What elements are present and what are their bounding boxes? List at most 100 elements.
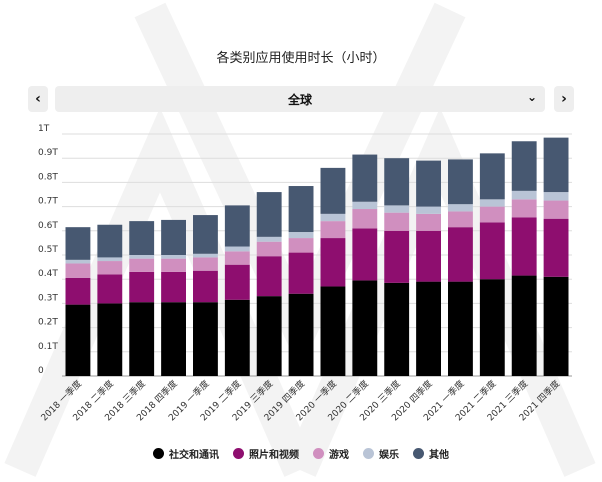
y-tick-label: 1T: [38, 124, 50, 134]
bar-segment: [224, 264, 250, 300]
region-dropdown[interactable]: 全球 ⌄: [55, 86, 545, 112]
legend-swatch: [233, 448, 244, 459]
bar-segment: [320, 286, 346, 376]
legend-label: 娱乐: [379, 450, 399, 461]
legend-swatch: [413, 448, 424, 459]
bar-segment: [543, 137, 569, 193]
legend-label: 其他: [429, 450, 449, 461]
chevron-right-icon: ›: [561, 91, 567, 107]
y-tick-label: 0.6T: [38, 221, 58, 231]
bar-segment: [511, 275, 537, 376]
legend-item[interactable]: 娱乐: [363, 446, 399, 461]
legend-item[interactable]: 社交和通讯: [153, 446, 219, 461]
bar-segment: [543, 276, 569, 376]
bar-segment: [384, 212, 410, 231]
y-tick-label: 0.9T: [38, 148, 58, 158]
bar-segment: [193, 215, 218, 254]
bar-segment: [511, 199, 537, 218]
bar-segment: [384, 282, 410, 376]
bar-segment: [224, 205, 250, 247]
bar-segment: [479, 279, 505, 376]
bar-segment: [543, 200, 569, 219]
bar-segment: [256, 241, 282, 257]
y-tick-label: 0.2T: [38, 318, 58, 328]
bar-segment: [320, 238, 346, 287]
bar-segment: [224, 299, 250, 376]
bar-segment: [448, 227, 473, 282]
prev-button[interactable]: ‹: [28, 86, 48, 112]
bar-segment: [193, 253, 218, 258]
bar-segment: [352, 228, 378, 281]
bar-segment: [288, 186, 314, 233]
bar-segment: [161, 255, 186, 259]
bar-segment: [224, 251, 250, 265]
bar-segment: [65, 227, 91, 260]
bar-segment: [511, 141, 537, 191]
bar-segment: [65, 277, 91, 305]
bar-segment: [256, 296, 282, 376]
bar-segment: [384, 158, 410, 206]
bar-segment: [352, 280, 378, 376]
bar-segment: [256, 236, 282, 242]
y-tick-label: 0.7T: [38, 197, 58, 207]
bar-segment: [288, 232, 314, 239]
bar-segment: [352, 209, 378, 229]
y-tick-label: 0.4T: [38, 269, 58, 279]
bar-segment: [288, 252, 314, 294]
bar-segment: [161, 302, 186, 376]
bar-segment: [448, 281, 473, 376]
bar-segment: [129, 258, 155, 272]
bar-segment: [193, 270, 218, 303]
bar-segment: [65, 304, 91, 376]
chart-legend: 社交和通讯 照片和视频 游戏 娱乐 其他: [0, 446, 602, 461]
bar-segment: [193, 257, 218, 271]
bar-segment: [129, 302, 155, 376]
bar-segment: [320, 213, 346, 222]
legend-label: 社交和通讯: [169, 450, 219, 461]
y-tick-label: 0.5T: [38, 245, 58, 255]
chart-title: 各类别应用使用时长（小时）: [216, 51, 386, 66]
bar-segment: [97, 224, 123, 258]
legend-item[interactable]: 其他: [413, 446, 449, 461]
bar-segment: [129, 271, 155, 303]
y-tick-label: 0.8T: [38, 172, 58, 182]
bar-segment: [448, 159, 473, 205]
bar-segment: [320, 167, 346, 214]
bar-segment: [384, 205, 410, 213]
bar-segment: [224, 246, 250, 252]
legend-label: 游戏: [329, 450, 349, 461]
legend-item[interactable]: 照片和视频: [233, 446, 299, 461]
bar-segment: [448, 204, 473, 212]
legend-item[interactable]: 游戏: [313, 446, 349, 461]
bar-segment: [416, 160, 441, 207]
bar-segment: [479, 153, 505, 200]
bar-segment: [543, 192, 569, 201]
bar-segment: [129, 255, 155, 259]
bar-segment: [129, 221, 155, 255]
bar-segment: [288, 293, 314, 376]
bar-segment: [288, 238, 314, 253]
bar-segment: [65, 263, 91, 278]
chevron-left-icon: ‹: [35, 91, 41, 107]
bar-segment: [352, 201, 378, 210]
bar-segment: [320, 221, 346, 239]
bar-segment: [97, 261, 123, 275]
bar-segment: [256, 192, 282, 237]
bar-segment: [479, 222, 505, 280]
legend-swatch: [363, 448, 374, 459]
legend-swatch: [153, 448, 164, 459]
bar-segment: [256, 256, 282, 297]
legend-swatch: [313, 448, 324, 459]
bar-segment: [97, 274, 123, 304]
chevron-down-icon: ⌄: [526, 90, 537, 104]
bar-segment: [384, 230, 410, 283]
bar-segment: [161, 219, 186, 255]
bar-segment: [161, 258, 186, 272]
bar-segment: [416, 281, 441, 376]
legend-label: 照片和视频: [249, 450, 299, 461]
bar-segment: [543, 218, 569, 277]
next-button[interactable]: ›: [554, 86, 574, 112]
bar-segment: [352, 154, 378, 202]
bar-segment: [193, 302, 218, 376]
